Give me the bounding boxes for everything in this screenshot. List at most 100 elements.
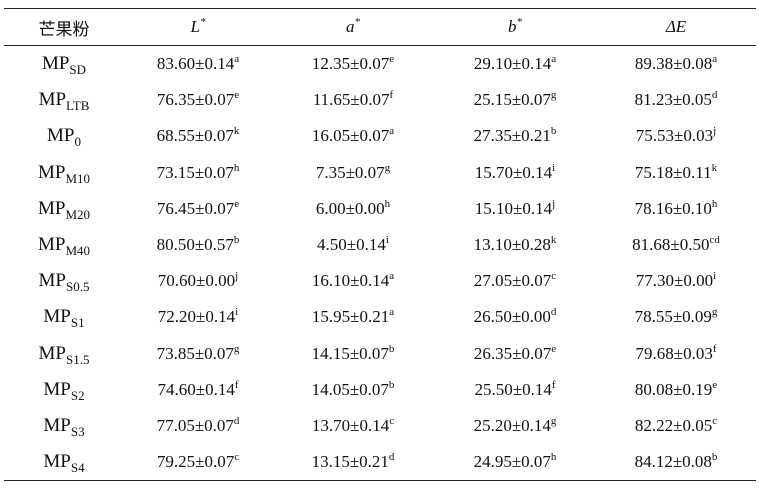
cell-value: 84.12±0.08 [634, 452, 712, 472]
significance-letter: c [712, 414, 718, 427]
cell-value: 24.95±0.07 [473, 452, 551, 472]
significance-letter: e [551, 342, 557, 355]
table-row: MPS4 79.25±0.07c 13.15±0.21d 24.95±0.07h 84.… [4, 444, 756, 481]
cell-value: 75.53±0.03 [635, 126, 714, 146]
significance-letter: k [233, 125, 240, 138]
row-label: MPM10 [4, 155, 124, 191]
significance-letter: i [713, 270, 717, 283]
table-cell: 81.23±0.05d [596, 82, 756, 118]
cell-value: 79.25±0.07 [156, 452, 235, 472]
cell-value: 78.16±0.10 [634, 198, 712, 218]
table-row: MPS1.5 73.85±0.07g 14.15±0.07b 26.35±0.07e 7… [4, 336, 756, 372]
sample-name: MP [43, 451, 71, 473]
table-cell: 75.18±0.11k [596, 155, 756, 191]
significance-letter: a [389, 306, 395, 319]
cell-value: 14.05±0.07 [311, 379, 389, 399]
significance-letter: i [385, 234, 389, 247]
significance-letter: f [389, 89, 394, 102]
table-cell: 70.60±0.00j [124, 263, 272, 299]
significance-letter: g [233, 342, 240, 355]
sample-subscript: S1 [70, 315, 85, 331]
table-cell: 72.20±0.14i [124, 299, 272, 335]
sample-subscript: M40 [65, 243, 91, 259]
table-cell: 80.08±0.19e [596, 372, 756, 408]
significance-letter: j [713, 125, 717, 138]
table-cell: 73.15±0.07h [124, 155, 272, 191]
header-text: ΔE [665, 17, 687, 36]
cell-value: 25.20±0.14 [473, 415, 551, 435]
row-label: MPS4 [4, 444, 124, 481]
table-row: MPS1 72.20±0.14i 15.95±0.21a 26.50±0.00d 78.… [4, 299, 756, 335]
header-text: L [190, 17, 200, 36]
table-cell: 25.50±0.14f [434, 372, 596, 408]
significance-letter: j [552, 197, 556, 210]
table-cell: 13.10±0.28k [434, 227, 596, 263]
column-header: 芒果粉 [4, 9, 124, 46]
significance-letter: f [712, 342, 717, 355]
table-cell: 27.05±0.07c [434, 263, 596, 299]
table-cell: 79.25±0.07c [124, 444, 272, 481]
cell-value: 73.85±0.07 [156, 343, 234, 363]
cell-value: 79.68±0.03 [635, 343, 713, 363]
table-cell: 75.53±0.03j [596, 118, 756, 154]
row-label: MPS3 [4, 408, 124, 444]
cell-value: 70.60±0.00 [157, 271, 236, 291]
sample-name: MP [43, 306, 71, 328]
row-label: MP0 [4, 118, 124, 154]
sample-subscript: SD [69, 62, 87, 78]
significance-letter: i [552, 161, 556, 174]
table-row: MPSD 83.60±0.14a 12.35±0.07e 29.10±0.14a 89.… [4, 46, 756, 83]
header-superscript: * [516, 16, 523, 28]
significance-letter: b [233, 234, 240, 247]
significance-letter: f [234, 378, 239, 391]
significance-letter: d [550, 306, 557, 319]
cell-value: 26.50±0.00 [473, 307, 551, 327]
cell-value: 25.50±0.14 [474, 379, 552, 399]
sample-subscript: S0.5 [65, 279, 90, 295]
cell-value: 89.38±0.08 [634, 54, 713, 74]
row-label: MPM20 [4, 191, 124, 227]
sample-subscript: S3 [70, 423, 85, 439]
table-row: MPLTB 76.35±0.07e 11.65±0.07f 25.15±0.07g 81… [4, 82, 756, 118]
cell-value: 15.70±0.14 [474, 162, 553, 182]
significance-letter: h [384, 197, 391, 210]
cell-value: 81.68±0.50 [632, 235, 710, 255]
table-row: MPM40 80.50±0.57b 4.50±0.14i 13.10±0.28k 81.… [4, 227, 756, 263]
table-cell: 74.60±0.14f [124, 372, 272, 408]
table-cell: 26.35±0.07e [434, 336, 596, 372]
row-label: MPSD [4, 46, 124, 83]
cell-value: 14.15±0.07 [311, 343, 389, 363]
cell-value: 25.15±0.07 [473, 90, 551, 110]
header-text: 芒果粉 [38, 19, 90, 39]
sample-name: MP [37, 161, 66, 183]
cell-value: 74.60±0.14 [157, 379, 235, 399]
significance-letter: c [551, 270, 557, 283]
significance-letter: g [550, 414, 557, 427]
cell-value: 72.20±0.14 [157, 307, 236, 327]
header-superscript: * [199, 16, 206, 28]
significance-letter: g [711, 306, 718, 319]
table-cell: 14.15±0.07b [272, 336, 434, 372]
table-cell: 26.50±0.00d [434, 299, 596, 335]
table-cell: 84.12±0.08b [596, 444, 756, 481]
row-label: MPS1.5 [4, 336, 124, 372]
data-table: 芒果粉 L* a* b* ΔE MPSD 83.60±0.14a 12.35±0.07e 29… [4, 8, 756, 481]
cell-value: 15.10±0.14 [474, 198, 553, 218]
table-cell: 7.35±0.07g [272, 155, 434, 191]
sample-subscript: LTB [66, 98, 90, 114]
sample-name: MP [41, 53, 70, 75]
significance-letter: a [234, 53, 240, 66]
cell-value: 68.55±0.07 [156, 126, 234, 146]
significance-letter: i [235, 306, 239, 319]
cell-value: 26.35±0.07 [473, 343, 552, 363]
table-cell: 77.05±0.07d [124, 408, 272, 444]
table-row: MPS3 77.05±0.07d 13.70±0.14c 25.20±0.14g 82.… [4, 408, 756, 444]
table-cell: 15.70±0.14i [434, 155, 596, 191]
cell-value: 15.95±0.21 [311, 307, 390, 327]
cell-value: 78.55±0.09 [634, 307, 712, 327]
table-cell: 16.05±0.07a [272, 118, 434, 154]
significance-letter: b [388, 342, 395, 355]
cell-value: 76.45±0.07 [156, 198, 235, 218]
significance-letter: b [711, 451, 718, 464]
sample-name: MP [38, 342, 66, 364]
